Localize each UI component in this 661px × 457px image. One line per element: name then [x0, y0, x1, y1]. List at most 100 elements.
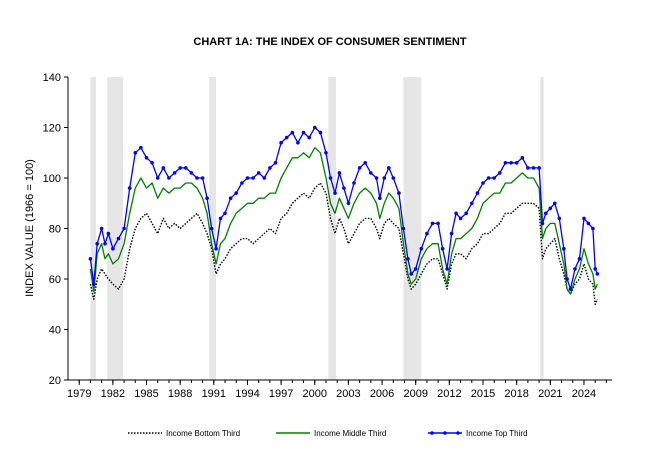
series-marker	[458, 216, 463, 221]
series-marker	[95, 241, 99, 246]
series-marker	[116, 236, 121, 241]
series-marker	[470, 201, 474, 206]
series-marker	[593, 267, 597, 271]
series-marker	[324, 151, 328, 155]
series-marker	[520, 156, 525, 160]
series-marker	[328, 176, 333, 180]
series-marker	[346, 201, 351, 206]
series-marker	[167, 176, 171, 180]
series-marker	[374, 176, 379, 180]
series-marker	[139, 145, 143, 150]
series-marker	[106, 231, 111, 236]
x-tick-label: 1994	[235, 388, 259, 400]
series-marker	[296, 140, 300, 145]
series-marker	[568, 287, 573, 291]
y-tick-label: 120	[43, 123, 61, 135]
series-marker	[540, 221, 545, 226]
series-marker	[531, 166, 536, 170]
series-marker	[486, 176, 491, 180]
series-marker	[234, 191, 238, 195]
series-marker	[127, 186, 132, 190]
y-tick-label: 140	[43, 72, 61, 84]
chart-title: CHART 1A: THE INDEX OF CONSUMER SENTIMEN…	[193, 36, 466, 48]
series-marker	[307, 135, 312, 140]
series-marker	[503, 161, 508, 165]
legend-label-0: Income Bottom Third	[166, 429, 240, 438]
series-marker	[313, 125, 317, 130]
series-marker	[200, 176, 205, 180]
series-marker	[582, 216, 586, 221]
x-tick-label: 1985	[134, 388, 158, 400]
series-marker	[256, 171, 261, 175]
series-marker	[205, 196, 209, 200]
series-marker	[88, 257, 93, 261]
series-marker	[189, 171, 194, 175]
series-marker	[526, 166, 530, 170]
series-marker	[184, 166, 188, 170]
series-lines	[88, 125, 600, 305]
series-marker	[172, 171, 177, 175]
series-marker	[273, 161, 278, 165]
series-marker	[214, 246, 218, 251]
series-marker	[122, 226, 126, 231]
x-tick-label: 2006	[370, 388, 394, 400]
series-marker	[342, 186, 346, 190]
series-marker	[178, 166, 182, 170]
series-marker	[577, 257, 582, 261]
series-marker	[218, 216, 223, 221]
series-marker	[284, 135, 289, 140]
x-tick-label: 2000	[303, 388, 327, 400]
series-line-1	[89, 147, 598, 295]
series-marker	[92, 282, 96, 286]
recession-band	[107, 77, 123, 380]
series-marker	[481, 181, 485, 185]
series-marker	[133, 151, 138, 155]
series-marker	[397, 191, 401, 195]
series-marker	[514, 161, 519, 165]
series-marker	[413, 267, 418, 271]
series-marker	[464, 211, 469, 216]
series-marker	[419, 246, 424, 251]
recession-bands	[90, 77, 544, 380]
x-tick-label: 2018	[504, 388, 528, 400]
y-tick-label: 20	[49, 375, 61, 387]
x-tick-label: 1988	[168, 388, 192, 400]
series-marker	[436, 221, 440, 226]
series-marker	[318, 130, 323, 135]
y-tick-label: 60	[49, 274, 61, 286]
legend-marker	[430, 431, 434, 435]
x-tick-label: 2024	[572, 388, 596, 400]
series-marker	[99, 226, 104, 231]
series-marker	[369, 171, 373, 175]
axes: 20 40 60 80 100 120 140 1979 1982 1985 1988 1991 199…	[43, 72, 612, 400]
series-marker	[268, 166, 272, 170]
series-marker	[251, 176, 255, 180]
series-marker	[352, 181, 356, 185]
series-marker	[548, 206, 553, 211]
series-line-0	[89, 182, 599, 305]
series-marker	[430, 221, 435, 226]
x-tick-label: 2012	[437, 388, 461, 400]
legend-marker	[456, 431, 460, 435]
series-marker	[562, 246, 566, 251]
x-tick-label: 1997	[269, 388, 293, 400]
recession-band	[90, 77, 97, 380]
series-marker	[333, 191, 337, 195]
series-marker	[498, 171, 502, 175]
series-marker	[111, 246, 115, 251]
series-marker	[301, 130, 306, 135]
series-marker	[240, 181, 244, 185]
series-marker	[492, 176, 497, 180]
series-marker	[363, 161, 368, 165]
series-marker	[387, 166, 391, 170]
series-marker	[161, 166, 166, 170]
series-marker	[409, 272, 414, 276]
y-tick-label: 40	[49, 325, 61, 337]
series-marker	[401, 226, 406, 231]
recession-band	[403, 77, 422, 380]
series-marker	[509, 161, 513, 165]
series-marker	[454, 211, 458, 216]
x-tick-label: 2015	[471, 388, 495, 400]
